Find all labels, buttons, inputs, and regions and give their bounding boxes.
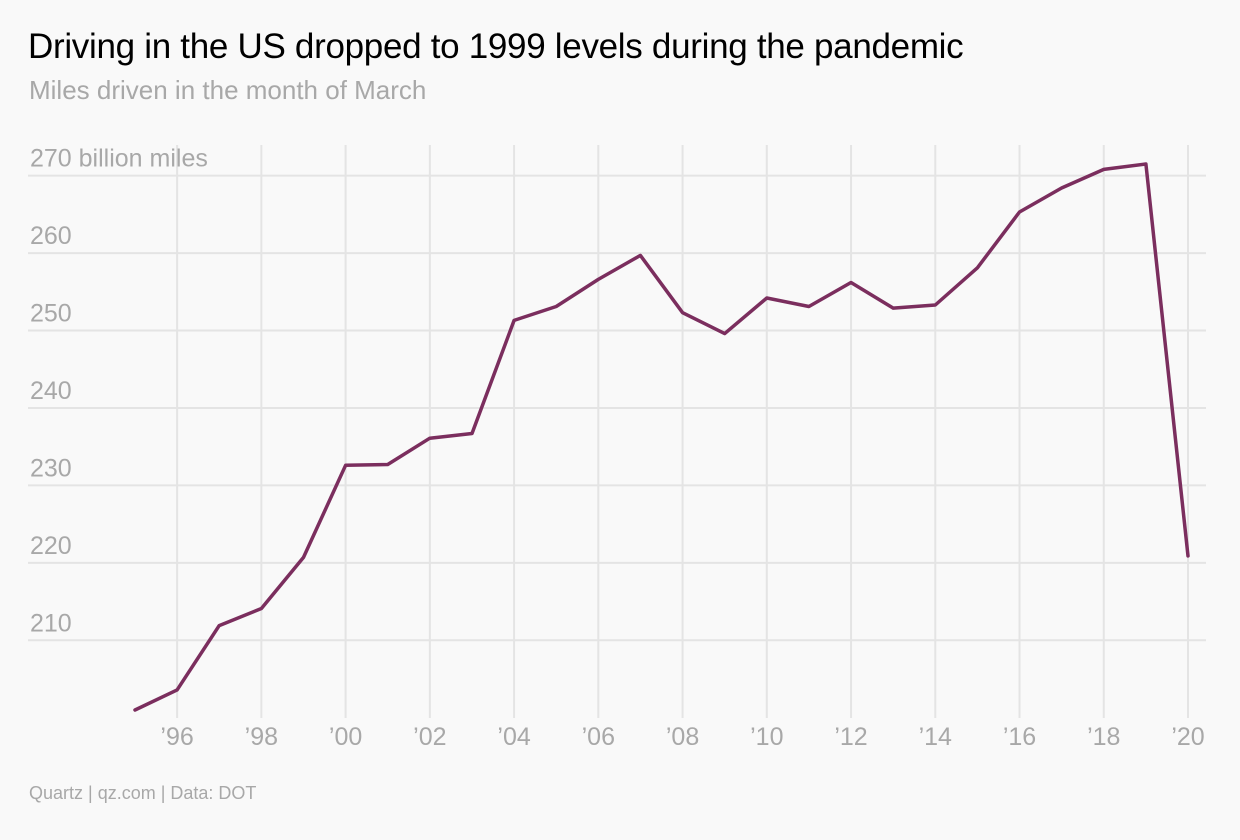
y-tick-label: 210 bbox=[30, 609, 72, 637]
x-tick-label: ’04 bbox=[497, 723, 530, 751]
y-tick-label: 230 bbox=[30, 454, 72, 482]
series-line bbox=[133, 162, 1190, 712]
x-tick-label: ’16 bbox=[1003, 723, 1036, 751]
y-axis-tick-labels: 210 220 230 240 250 260 270 billion miles bbox=[30, 145, 208, 638]
y-tick-label: 260 bbox=[30, 222, 72, 250]
y-tick-label: 220 bbox=[30, 532, 72, 560]
series-group bbox=[133, 162, 1190, 712]
x-axis-tick-labels: ’96 ’98 ’00 ’02 ’04 ’06 ’08 ’10 ’12 ’14 ’16 ’18 ’20 bbox=[160, 723, 1204, 751]
x-tick-label: ’12 bbox=[834, 723, 867, 751]
y-tick-label: 240 bbox=[30, 377, 72, 405]
vertical-gridlines bbox=[176, 145, 1189, 718]
y-tick-label: 250 bbox=[30, 300, 72, 328]
x-tick-label: ’96 bbox=[160, 723, 193, 751]
x-tick-label: ’14 bbox=[919, 723, 952, 751]
x-tick-label: ’10 bbox=[750, 723, 783, 751]
x-tick-label: ’00 bbox=[329, 723, 362, 751]
source-footer: Quartz | qz.com | Data: DOT bbox=[29, 783, 257, 803]
x-tick-label: ’02 bbox=[413, 723, 446, 751]
chart-subtitle: Miles driven in the month of March bbox=[29, 75, 427, 105]
y-tick-label: 270 billion miles bbox=[30, 145, 208, 173]
x-tick-label: ’98 bbox=[245, 723, 278, 751]
x-tick-label: ’06 bbox=[582, 723, 615, 751]
chart-title: Driving in the US dropped to 1999 levels… bbox=[28, 27, 964, 66]
x-tick-label: ’08 bbox=[666, 723, 699, 751]
x-tick-label: ’18 bbox=[1087, 723, 1120, 751]
x-tick-label: ’20 bbox=[1171, 723, 1204, 751]
horizontal-gridlines bbox=[28, 174, 1206, 642]
